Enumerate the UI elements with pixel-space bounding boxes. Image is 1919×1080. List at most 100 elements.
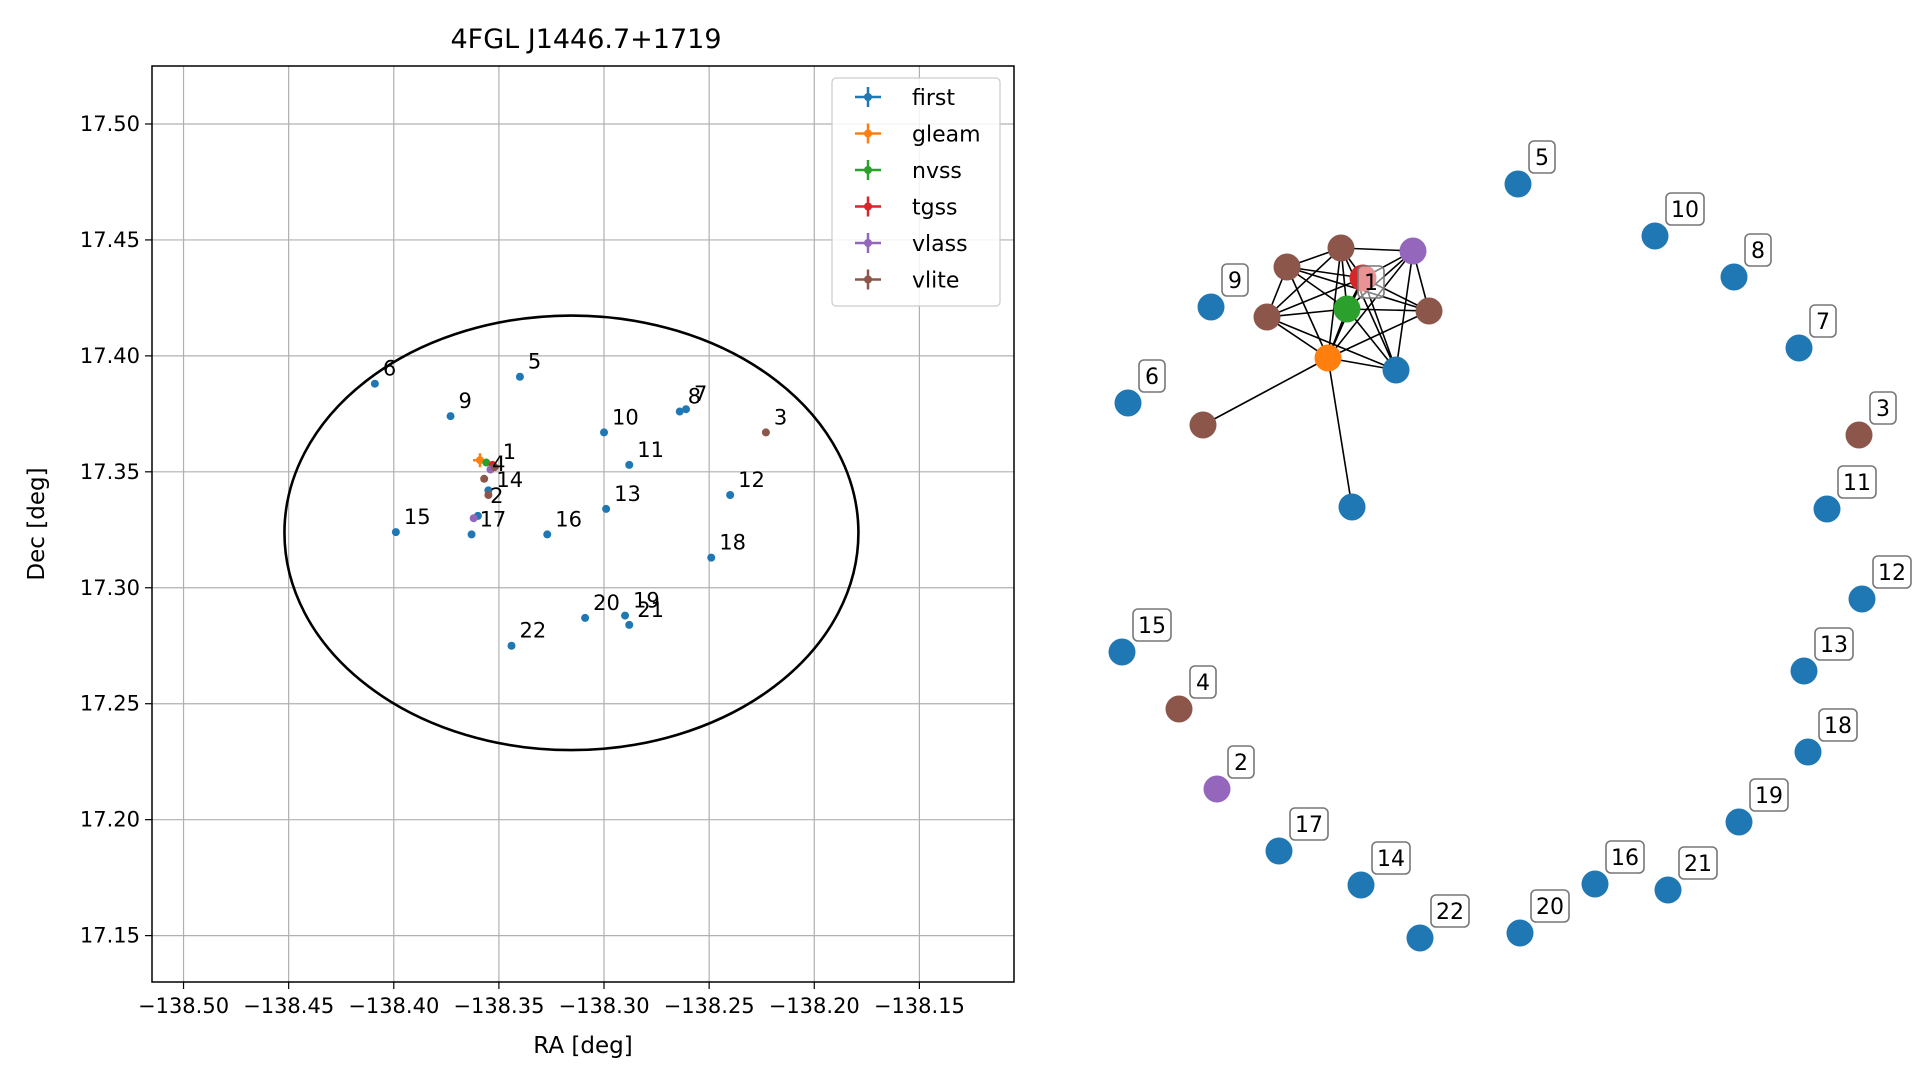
y-tick-label: 17.20 (80, 808, 140, 832)
node-label-box: 7 (1809, 304, 1837, 338)
x-tick-label: −138.15 (874, 994, 965, 1018)
point-marker (600, 428, 609, 437)
point-label: 18 (719, 531, 746, 555)
point-marker (761, 428, 770, 437)
node-label: 2 (1234, 751, 1248, 776)
network-node-vlite (1165, 695, 1193, 723)
network-nodes (1108, 170, 1876, 952)
network-node-first (1114, 389, 1142, 417)
data-point-nvss (482, 458, 491, 467)
node-label-frame (1132, 608, 1172, 642)
node-label-box: 9 (1221, 263, 1249, 297)
point-label: 12 (738, 468, 765, 492)
node-label: 6 (1145, 365, 1159, 390)
point-label: 16 (555, 507, 582, 531)
point-marker (625, 460, 634, 469)
legend-marker-dot (864, 202, 872, 211)
point-marker (480, 474, 489, 483)
network-node-first (1848, 585, 1876, 613)
point-label: 19 (633, 589, 660, 613)
legend-label: nvss (912, 159, 962, 184)
point-label: 10 (612, 405, 639, 429)
node-label: 7 (1816, 310, 1830, 335)
point-marker (625, 620, 634, 629)
point-marker (515, 372, 524, 381)
data-point-first (625, 620, 634, 629)
node-label-frame (1809, 304, 1837, 338)
point-label: 7 (694, 382, 707, 406)
node-label-box: 12 (1872, 555, 1912, 589)
node-label-box: 18 (1818, 708, 1858, 742)
legend-entry-nvss: nvss (855, 159, 962, 184)
node-label: 22 (1436, 900, 1464, 925)
point-marker (469, 514, 478, 523)
legend-entry-vlite: vlite (855, 269, 959, 294)
legend-entry-gleam: gleam (855, 123, 981, 148)
node-label: 21 (1684, 852, 1712, 877)
data-point-first (675, 407, 684, 416)
confidence-ellipse (283, 314, 860, 752)
point-label: 8 (688, 385, 701, 409)
node-label-frame (1528, 140, 1556, 174)
data-point-vlite (480, 474, 489, 483)
data-point-first (467, 530, 476, 539)
node-label-box: 11 (1837, 465, 1877, 499)
point-marker (482, 458, 491, 467)
point-marker (484, 491, 493, 500)
node-label: 1 (1364, 271, 1378, 296)
network-node-first (1197, 293, 1225, 321)
point-marker (621, 611, 630, 620)
data-point-vlite (761, 428, 770, 437)
point-label: 6 (383, 357, 396, 381)
network-node-first (1790, 657, 1818, 685)
data-point-first (446, 412, 455, 421)
legend-label: first (912, 86, 955, 111)
node-label: 18 (1824, 714, 1852, 739)
legend-marker-dot (864, 275, 872, 284)
network-node-vlass (1203, 775, 1231, 803)
node-label-frame (1227, 745, 1255, 779)
point-label: 20 (593, 591, 620, 615)
point-marker (581, 613, 590, 622)
node-label-box: 16 (1605, 840, 1645, 874)
node-label-box: 22 (1430, 894, 1470, 928)
node-label: 14 (1377, 847, 1405, 872)
localization-ellipse (283, 314, 860, 752)
node-label-box: 1 (1357, 265, 1385, 299)
node-label-frame (1678, 846, 1718, 880)
network-node-first (1813, 495, 1841, 523)
node-label: 8 (1751, 239, 1765, 264)
data-point-first (600, 428, 609, 437)
node-label-frame (1430, 894, 1470, 928)
point-label: 14 (496, 468, 523, 492)
x-tick-label: −138.45 (243, 994, 334, 1018)
x-tick-label: −138.40 (348, 994, 439, 1018)
y-axis-label: Dec [deg] (24, 467, 50, 580)
point-marker (602, 504, 611, 513)
legend-marker-dot (864, 129, 872, 138)
network-node-first (1785, 334, 1813, 362)
data-point-vlass (469, 514, 478, 523)
legend-entries: first gleam nvss tgss vlass vlite (855, 86, 981, 294)
point-label: 5 (528, 350, 541, 374)
node-label-box: 10 (1665, 192, 1705, 226)
node-label-frame (1189, 665, 1217, 699)
node-label-frame (1869, 391, 1897, 425)
network-edge (1266, 247, 1342, 318)
data-point-first (625, 460, 634, 469)
chart-title: 4FGL J1446.7+1719 (450, 24, 721, 55)
point-label: 1 (503, 440, 516, 464)
node-label-box: 4 (1189, 665, 1217, 699)
node-label-frame (1818, 708, 1858, 742)
network-node-vlite (1415, 297, 1443, 325)
data-point-first (391, 528, 400, 537)
grid-lines (152, 66, 1014, 982)
node-label-box: 13 (1814, 627, 1854, 661)
node-label-box: 6 (1138, 359, 1166, 393)
node-label: 19 (1755, 784, 1783, 809)
point-marker (543, 530, 552, 539)
